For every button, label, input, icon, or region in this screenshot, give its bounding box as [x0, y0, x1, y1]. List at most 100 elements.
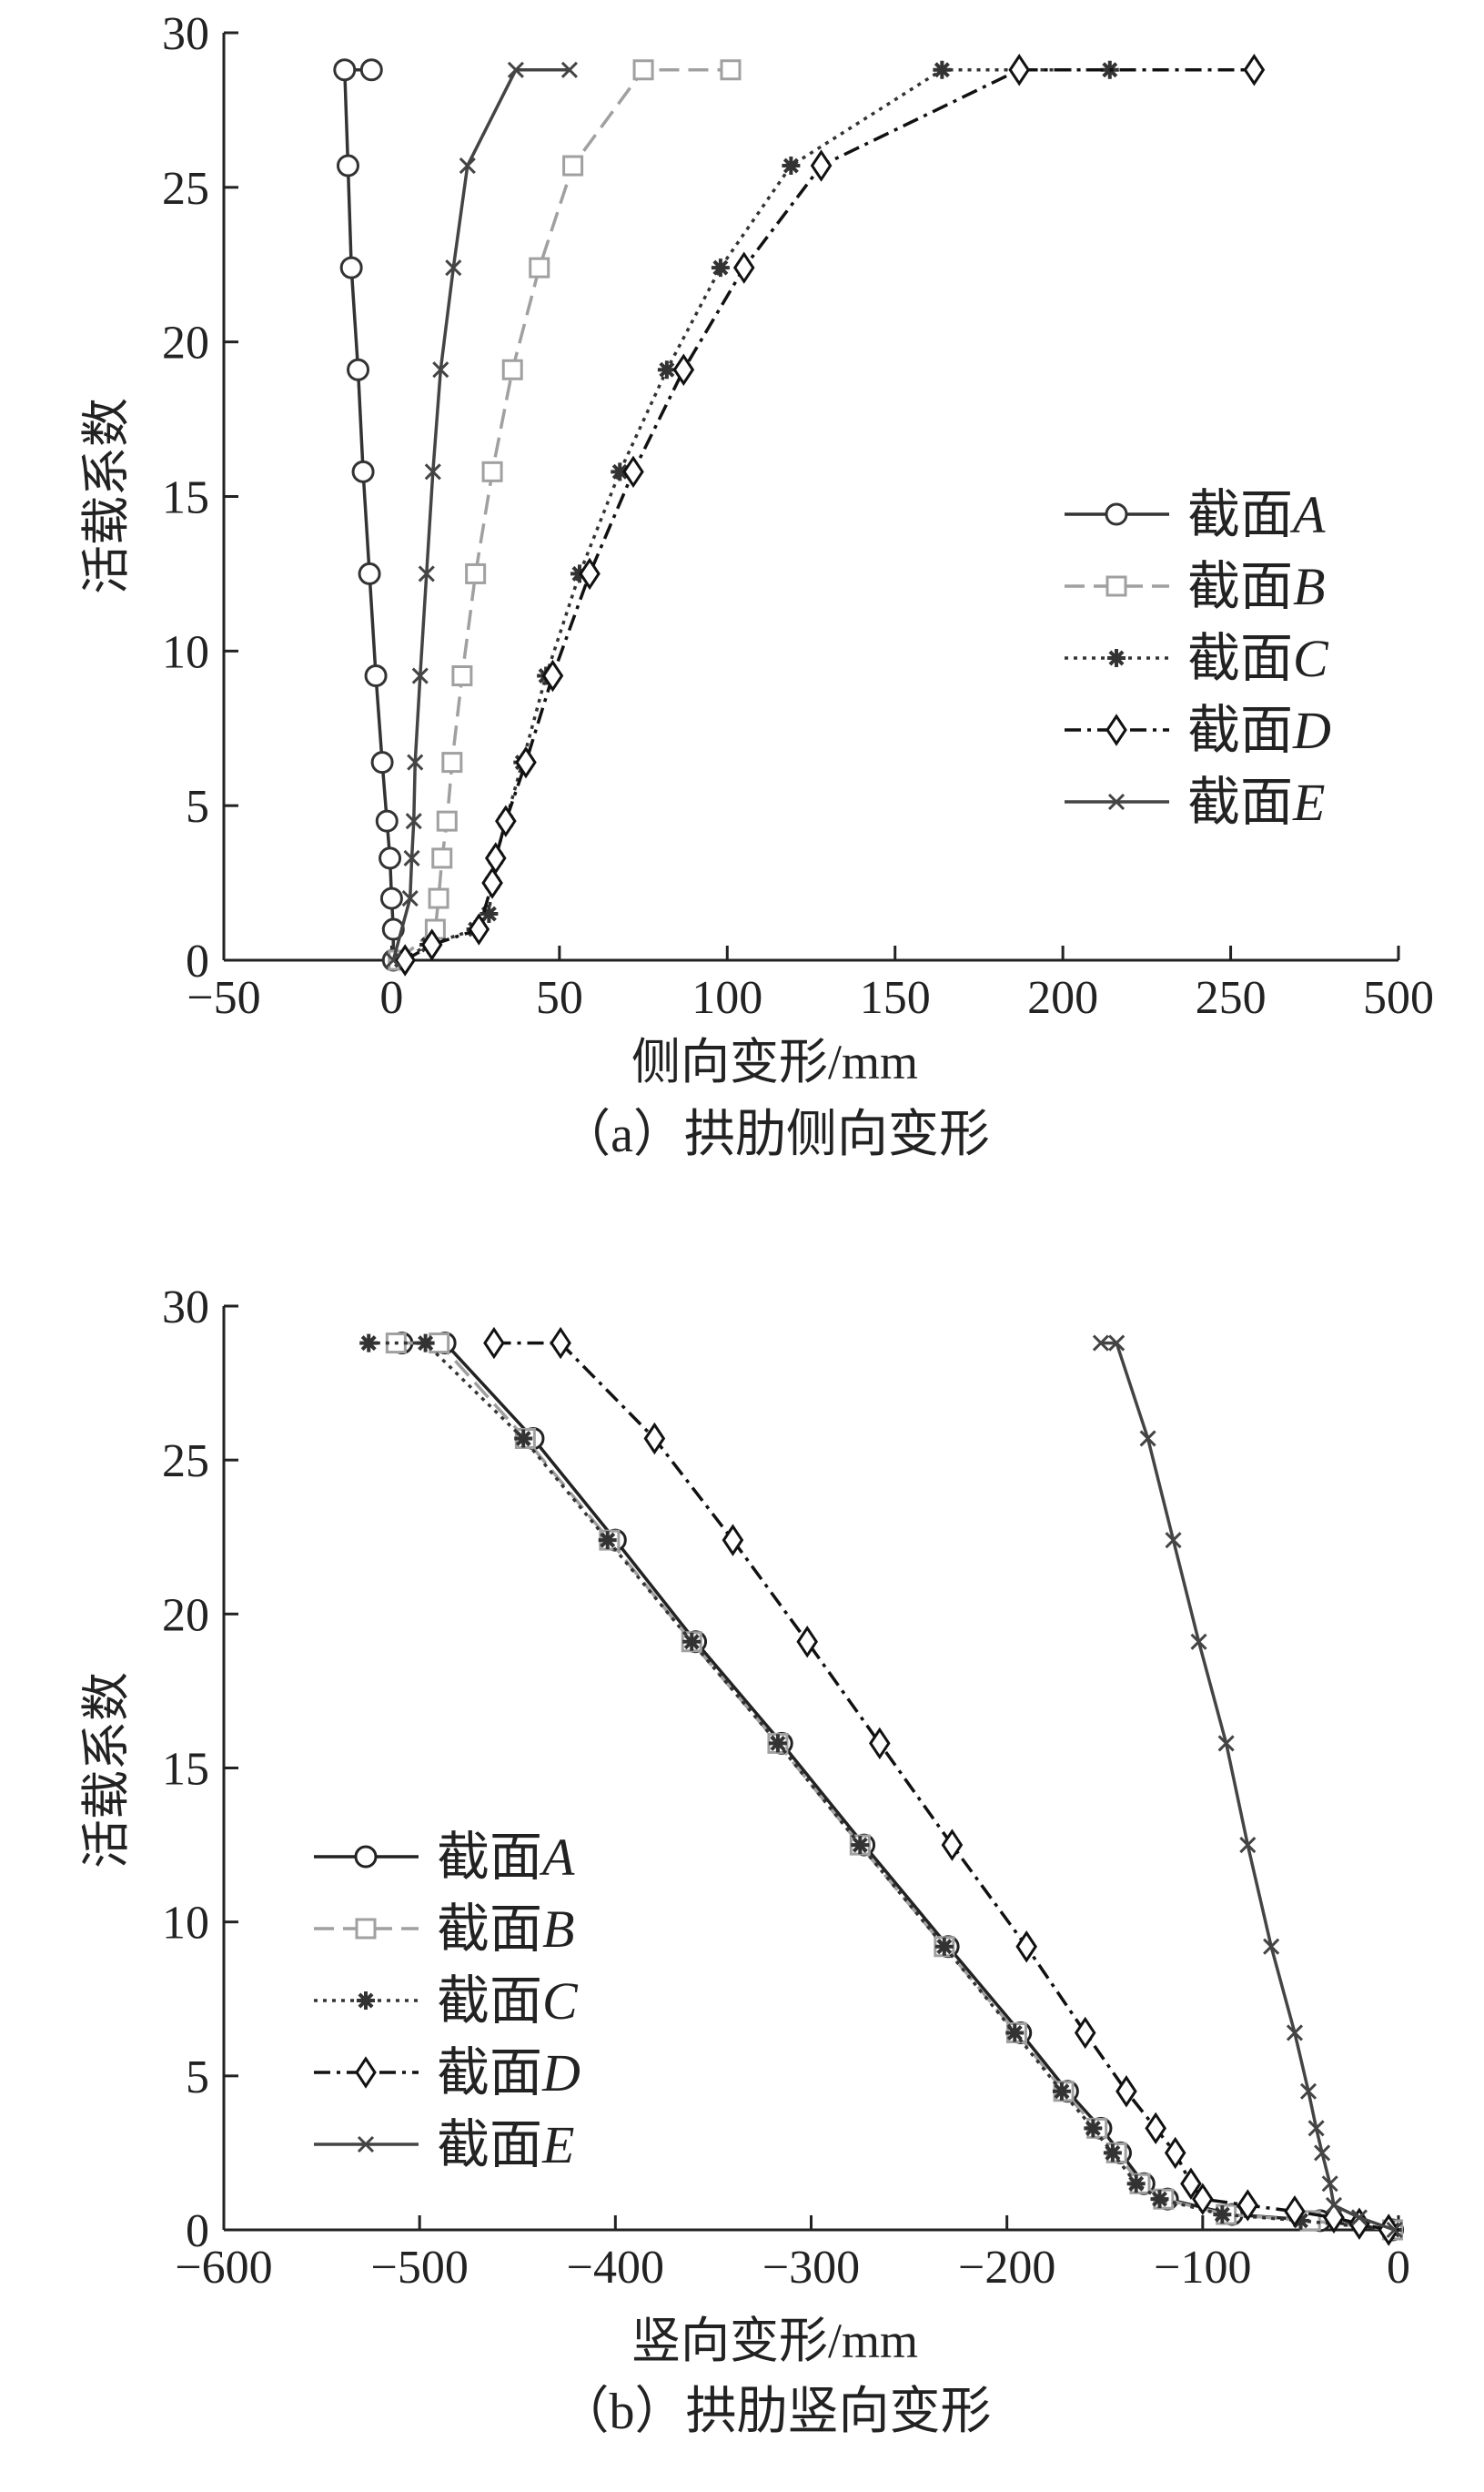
data-point: [1150, 2190, 1169, 2209]
data-point: [495, 805, 517, 837]
x-tick-label: −50: [187, 972, 260, 1024]
data-point: [379, 886, 403, 910]
legend-label: 截面D: [437, 2043, 580, 2102]
data-point: [385, 951, 402, 969]
legend-entry: 截面E: [314, 2115, 574, 2174]
legend-label: 截面B: [437, 1899, 574, 1959]
chart-caption: （b）拱肋竖向变形: [559, 2384, 992, 2440]
chart-caption: （a）拱肋侧向变形: [560, 1107, 990, 1163]
x-tick-label: 500: [1363, 972, 1434, 1024]
data-point: [1299, 2082, 1317, 2100]
y-tick-label: 15: [162, 1744, 209, 1796]
data-point: [1286, 2024, 1304, 2041]
data-point: [351, 460, 375, 483]
legend-marker: [357, 1991, 375, 2010]
legend-label-text: 截面: [437, 1971, 542, 2031]
data-point: [1145, 2112, 1166, 2145]
data-point: [1386, 2221, 1403, 2239]
legend-label-text: 截面: [1187, 557, 1293, 616]
data-point: [622, 455, 644, 489]
data-point: [1350, 2209, 1368, 2226]
data-point: [431, 847, 453, 869]
data-point: [333, 58, 357, 82]
series-截面A: [390, 1332, 1405, 2242]
data-point: [1213, 2205, 1232, 2224]
data-point: [468, 913, 490, 946]
legend-entry: 截面A: [1065, 485, 1326, 544]
data-point: [1307, 2120, 1325, 2137]
legend-label-letter: E: [541, 2115, 574, 2174]
data-point: [1139, 1430, 1156, 1447]
data-point: [722, 1524, 744, 1556]
data-point: [768, 1734, 787, 1753]
x-axis-label: 侧向变形/mm: [631, 1035, 918, 1089]
y-tick-label: 5: [186, 781, 209, 833]
data-point: [379, 846, 402, 870]
x-tick-label: 150: [860, 972, 931, 1024]
x-tick-label: 250: [1196, 972, 1267, 1024]
y-tick-label: 30: [162, 8, 209, 60]
data-point: [579, 557, 601, 591]
data-point: [1052, 2082, 1071, 2101]
data-point: [481, 866, 503, 899]
data-point: [339, 256, 363, 279]
legend-marker: [355, 1918, 377, 1940]
data-point: [1321, 2175, 1338, 2193]
data-point: [1217, 1735, 1235, 1752]
series-截面B: [385, 1332, 1404, 2241]
x-tick-label: 50: [536, 972, 583, 1024]
data-point: [1239, 1837, 1257, 1854]
data-point: [480, 905, 499, 924]
y-tick-label: 10: [162, 626, 209, 678]
data-point: [1180, 2167, 1202, 2200]
data-point: [941, 1828, 964, 1861]
data-point: [401, 890, 419, 907]
data-point: [1237, 2189, 1259, 2222]
data-point: [1243, 54, 1266, 86]
data-point: [407, 754, 424, 771]
legend-marker: [357, 2135, 375, 2153]
series-line: [1100, 1341, 1396, 2232]
data-point: [451, 665, 473, 687]
data-point: [420, 928, 443, 961]
legend-marker: [1105, 714, 1127, 746]
y-tick-label: 0: [186, 2205, 209, 2257]
data-point: [459, 157, 476, 175]
data-point: [465, 562, 487, 584]
data-point: [782, 157, 801, 176]
series-line: [397, 68, 731, 962]
data-point: [1108, 1334, 1126, 1352]
data-point: [1074, 2016, 1096, 2050]
legend-label: 截面C: [1187, 629, 1329, 688]
series-截面E: [1092, 1334, 1403, 2239]
data-point: [428, 887, 449, 909]
legend-label-text: 截面: [437, 1899, 542, 1959]
legend-label-text: 截面: [437, 2115, 542, 2174]
x-tick-label: −200: [958, 2242, 1055, 2294]
data-point: [562, 155, 584, 177]
data-point: [1190, 1633, 1207, 1650]
data-point: [436, 810, 458, 832]
data-point: [851, 1836, 870, 1855]
data-point: [682, 1632, 702, 1651]
data-point: [424, 463, 441, 481]
data-point: [1325, 2196, 1343, 2213]
data-point: [507, 61, 524, 78]
legend-label: 截面C: [437, 1971, 579, 2031]
data-point: [1116, 2075, 1137, 2108]
legend-entry: 截面A: [314, 1828, 575, 1887]
x-tick-label: −100: [1154, 2242, 1251, 2294]
y-tick-label: 0: [186, 936, 209, 988]
legend-marker: [1107, 793, 1126, 811]
data-point: [560, 61, 578, 78]
legend-label-letter: A: [539, 1828, 575, 1887]
legend-label-letter: A: [1289, 485, 1326, 544]
data-point: [1126, 2174, 1146, 2193]
chart-b: −600 −500 −400 −300 −200 −100 0 0 5 10 15 20 25 30 竖向变…: [79, 1281, 1410, 2440]
x-tick-label: 100: [692, 972, 762, 1024]
data-point: [550, 1326, 571, 1360]
data-point: [1015, 1930, 1037, 1963]
series-line: [493, 1341, 1389, 2232]
series-line: [400, 68, 1110, 962]
legend-entry: 截面C: [1065, 629, 1329, 688]
